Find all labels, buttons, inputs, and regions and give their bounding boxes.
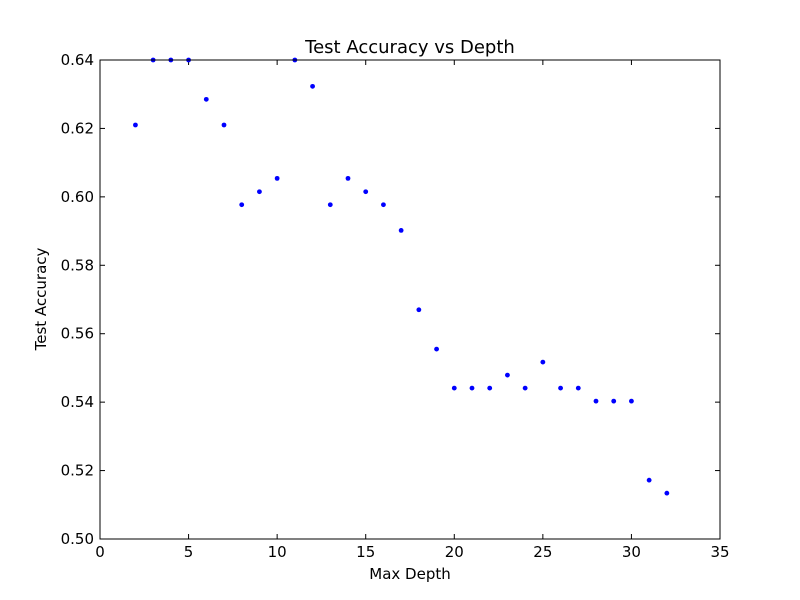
y-tick-label: 0.62 <box>61 119 94 137</box>
data-point <box>310 83 315 89</box>
data-point <box>257 189 262 195</box>
y-tick-label: 0.64 <box>61 51 94 69</box>
data-point <box>593 398 599 404</box>
data-point <box>505 372 510 378</box>
data-point <box>629 398 634 404</box>
x-tick-label: 20 <box>445 543 464 561</box>
y-axis-label: Test Accuracy <box>32 247 50 351</box>
x-tick-label: 10 <box>268 543 287 561</box>
data-point <box>487 385 493 391</box>
data-point <box>381 202 386 208</box>
x-tick-label: 25 <box>533 543 552 561</box>
data-point <box>398 227 404 233</box>
y-tick-label: 0.54 <box>61 393 94 411</box>
data-point <box>345 175 351 181</box>
x-tick-label: 0 <box>95 543 105 561</box>
data-point <box>522 385 528 391</box>
chart-title: Test Accuracy vs Depth <box>304 37 515 58</box>
data-point <box>274 175 280 181</box>
y-tick-label: 0.58 <box>61 256 94 274</box>
plot-frame <box>99 59 721 540</box>
data-point <box>203 96 209 102</box>
y-tick-label: 0.50 <box>61 530 94 548</box>
x-tick-label: 15 <box>356 543 375 561</box>
data-point <box>469 385 475 391</box>
data-points <box>133 57 670 496</box>
tick-group: 0 5 10 15 20 25 30 35 0.50 0.52 0.54 0.56 0.58 0.60 0.… <box>61 51 730 561</box>
data-point <box>133 122 138 128</box>
data-point <box>664 490 670 496</box>
data-point <box>540 359 546 365</box>
x-tick-label: 35 <box>710 543 729 561</box>
y-tick-label: 0.60 <box>61 188 94 206</box>
data-point <box>451 385 457 391</box>
data-point <box>239 202 245 208</box>
y-tick-label: 0.56 <box>61 325 94 343</box>
y-tick-label: 0.52 <box>61 462 94 480</box>
data-point <box>327 202 333 208</box>
x-tick-label: 5 <box>184 543 194 561</box>
data-point <box>646 477 652 483</box>
data-point <box>434 346 439 352</box>
data-point <box>221 122 227 128</box>
data-point <box>363 189 369 195</box>
data-point <box>416 307 422 313</box>
data-point <box>575 385 581 391</box>
data-point <box>558 385 563 391</box>
x-tick-label: 30 <box>622 543 641 561</box>
x-axis-label: Max Depth <box>369 565 450 583</box>
data-point <box>611 398 617 404</box>
